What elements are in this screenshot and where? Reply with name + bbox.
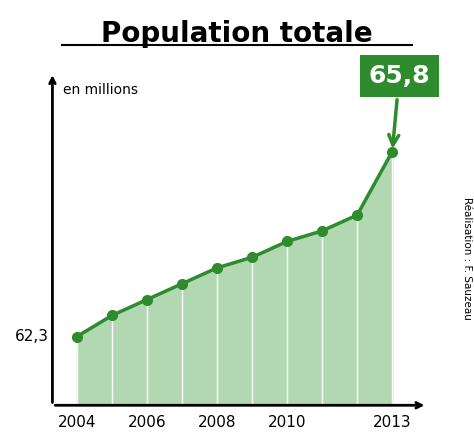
Text: 65,8: 65,8	[368, 64, 430, 145]
Text: Réalisation : F. Sauzeau: Réalisation : F. Sauzeau	[462, 197, 472, 320]
Text: en millions: en millions	[63, 83, 138, 97]
Text: Population totale: Population totale	[101, 20, 373, 48]
Text: 62,3: 62,3	[15, 329, 49, 344]
